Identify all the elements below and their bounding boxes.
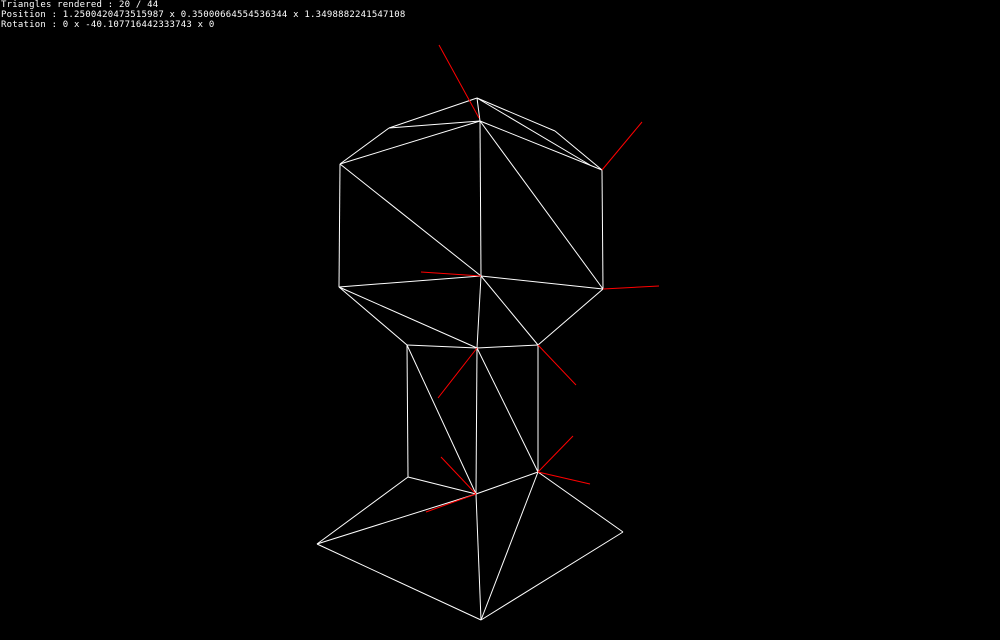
wireframe-mesh	[316, 97, 624, 621]
vertex-normals	[420, 44, 660, 513]
mesh-edge	[479, 120, 604, 290]
mesh-edge	[480, 275, 539, 346]
mesh-edge	[339, 120, 481, 165]
mesh-edge	[388, 120, 481, 129]
mesh-edge	[406, 344, 409, 478]
mesh-edge	[554, 130, 603, 171]
normal-line	[440, 456, 477, 495]
normal-line	[601, 121, 643, 171]
normal-line	[420, 271, 482, 277]
normal-line	[602, 285, 660, 290]
mesh-edge	[475, 493, 482, 621]
mesh-edge	[338, 275, 482, 288]
normal-line	[537, 344, 577, 386]
mesh-edge	[601, 169, 604, 290]
mesh-edge	[480, 275, 604, 290]
mesh-edge	[388, 97, 478, 129]
mesh-edge	[316, 476, 409, 545]
mesh-edge	[316, 493, 477, 545]
mesh-edge	[476, 347, 539, 473]
mesh-edge	[476, 97, 556, 132]
mesh-edge	[475, 347, 478, 495]
mesh-edge	[338, 286, 478, 349]
mesh-edge	[479, 120, 603, 171]
normal-line	[425, 493, 477, 513]
mesh-edge	[537, 471, 624, 533]
mesh-edge	[537, 288, 604, 346]
mesh-edge	[480, 531, 624, 621]
mesh-edge	[476, 344, 539, 349]
mesh-edge	[406, 344, 477, 495]
normal-line	[438, 44, 480, 119]
mesh-edge	[406, 344, 478, 349]
normal-line	[537, 471, 591, 485]
normal-line	[537, 435, 574, 473]
mesh-edge	[480, 471, 539, 621]
mesh-edge	[475, 471, 539, 495]
mesh-edge	[338, 163, 341, 288]
mesh-edge	[339, 163, 482, 277]
mesh-edge	[339, 127, 390, 165]
mesh-edge	[476, 97, 481, 122]
normal-line	[437, 347, 478, 399]
mesh-edge	[338, 286, 408, 346]
mesh-edge	[476, 97, 591, 166]
mesh-edge	[476, 275, 482, 349]
mesh-edge	[479, 120, 482, 277]
mesh-edge	[407, 476, 477, 495]
mesh-edge	[316, 543, 482, 621]
